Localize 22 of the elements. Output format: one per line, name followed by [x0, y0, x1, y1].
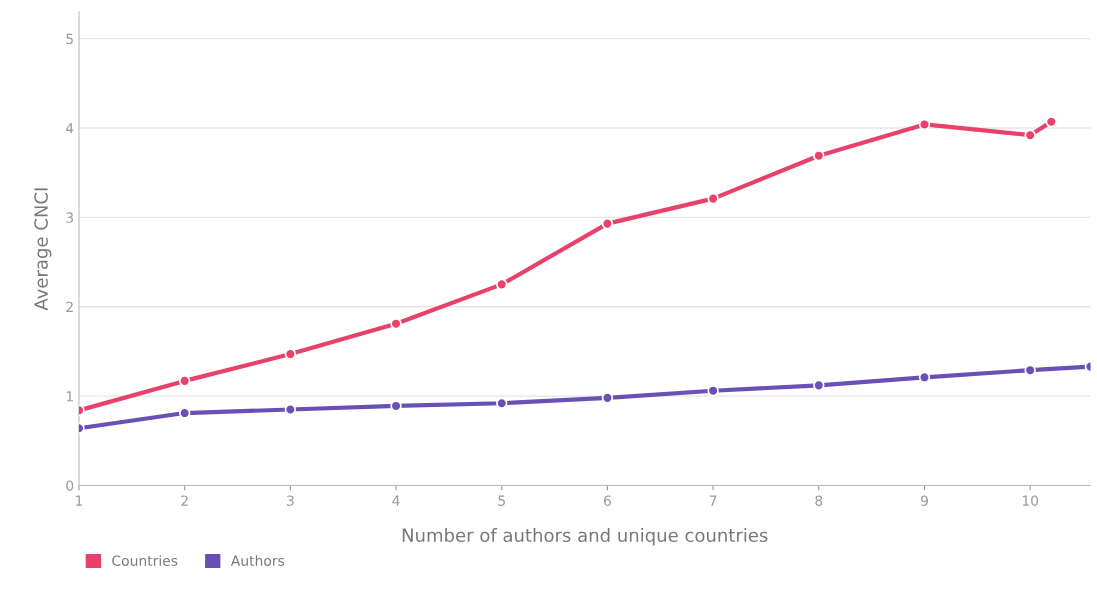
x-tick-label: 4 [392, 495, 400, 506]
legend-label: Authors [230, 555, 285, 566]
y-tick-label: 5 [66, 33, 73, 45]
x-tick-label: 2 [181, 495, 188, 506]
point [1024, 129, 1036, 141]
x-tick-label: 9 [920, 495, 928, 506]
y-tick-label: 3 [66, 212, 74, 223]
point [707, 385, 719, 397]
y-axis-title: Average CNCI [34, 188, 52, 311]
y-tick-label: 1 [66, 391, 73, 402]
y-tick-label: 0 [66, 480, 74, 491]
x-tick-label: 1 [76, 495, 83, 506]
x-tick-label: 7 [709, 495, 717, 506]
x-tick-label: 5 [498, 495, 505, 506]
y-tick-label: 4 [65, 123, 74, 134]
y-tick-label: 2 [66, 301, 73, 312]
x-tick-label: 3 [287, 495, 294, 506]
x-tick-label: 8 [815, 495, 823, 506]
x-axis-title: Number of authors and unique countries [402, 528, 768, 546]
legend-label: Countries [112, 555, 178, 566]
x-tick-label: 6 [603, 495, 611, 506]
x-tick-label: 10 [1022, 495, 1039, 506]
